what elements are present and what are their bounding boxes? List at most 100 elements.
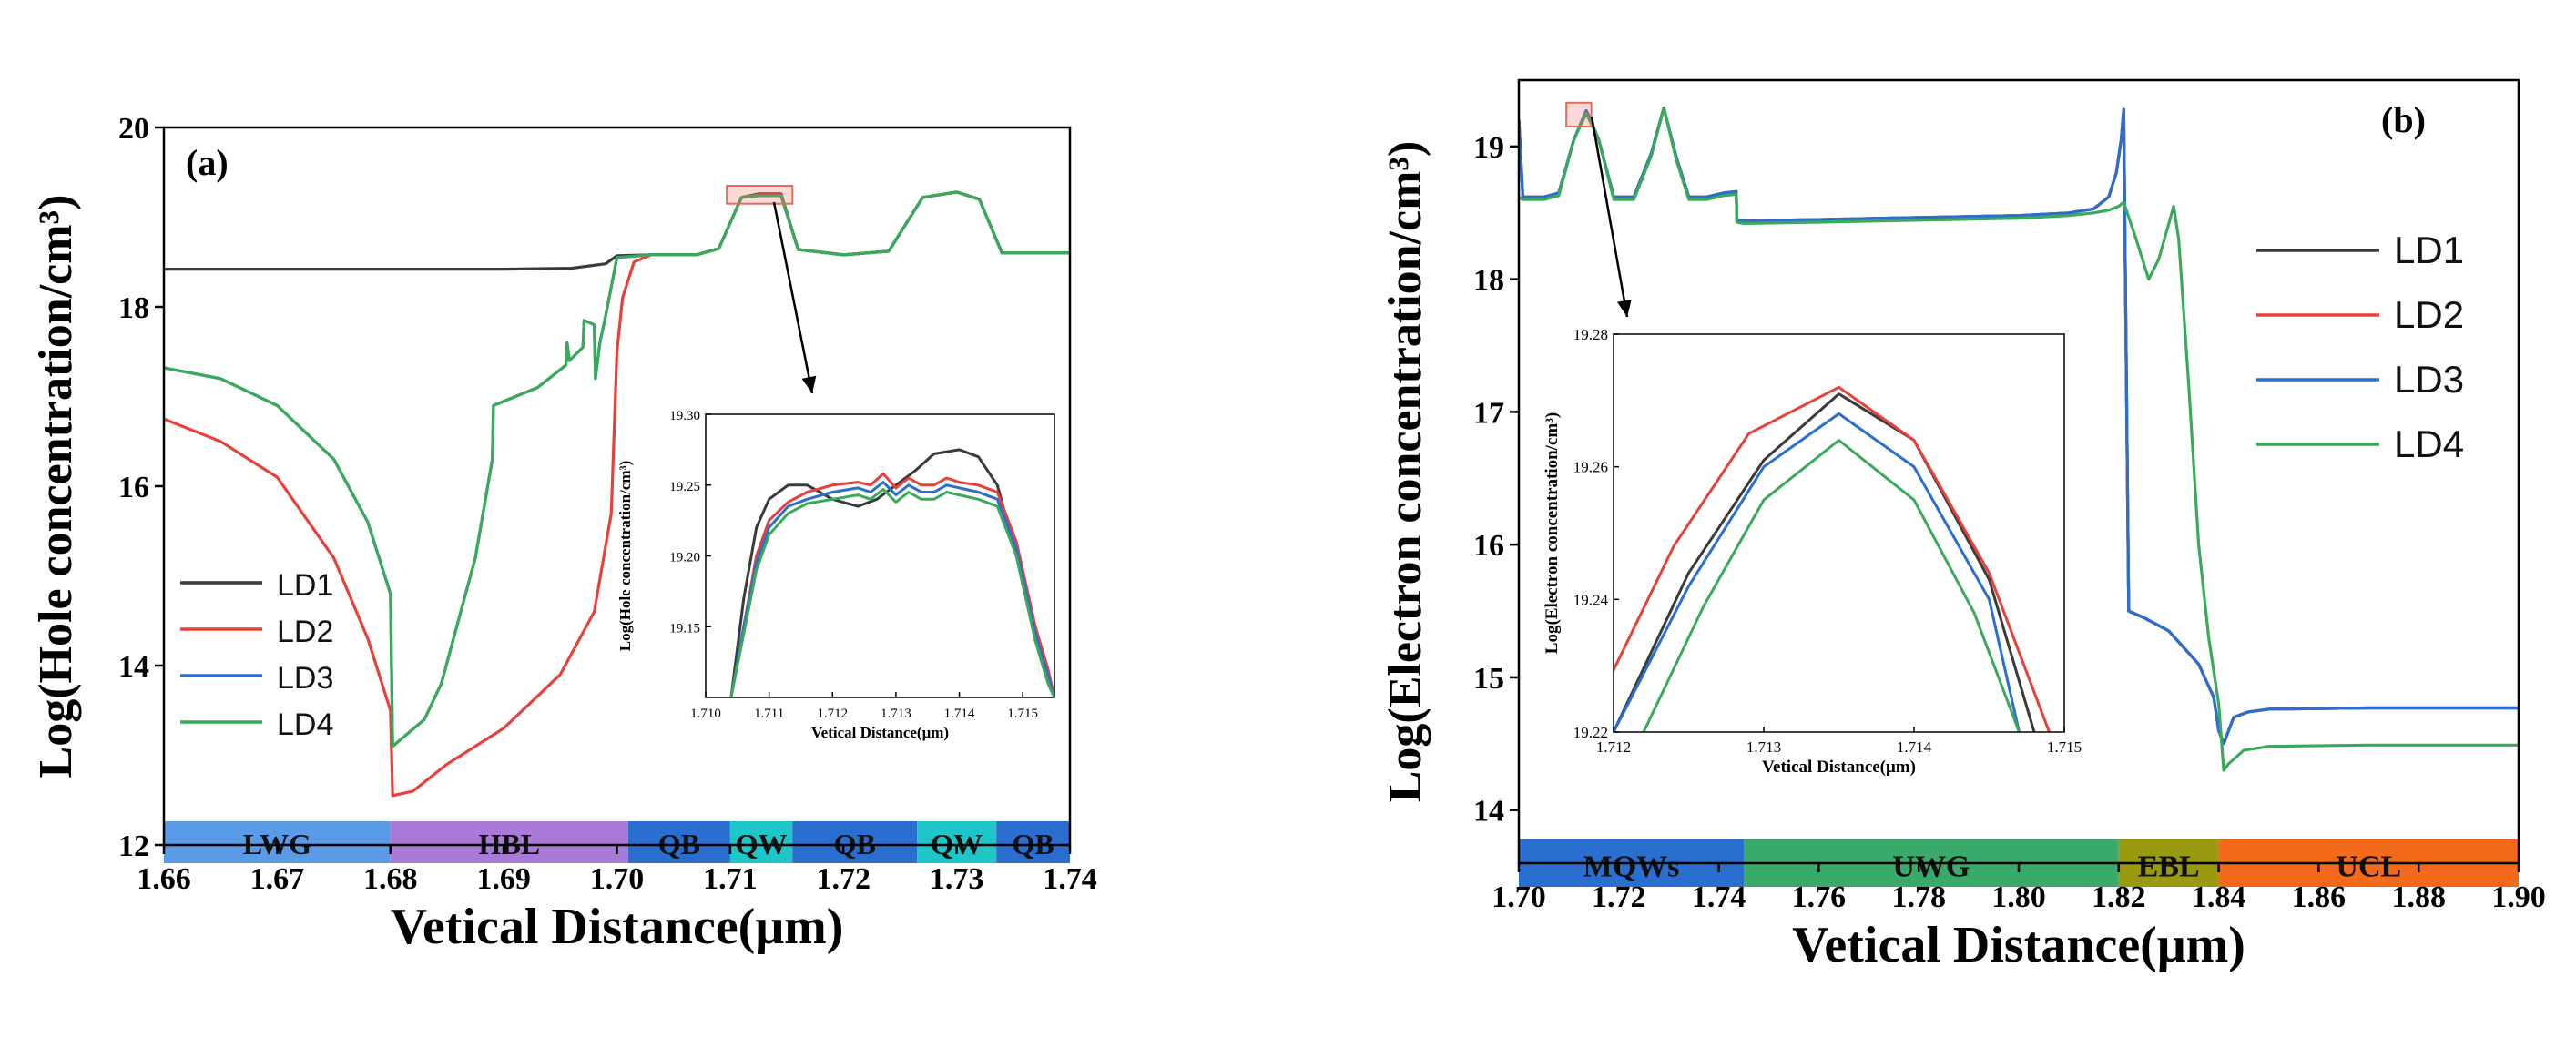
inset-x-tick-label: 1.714: [944, 707, 975, 721]
x-tick-label: 1.71: [703, 862, 758, 896]
inset-series-line-ld3: [729, 481, 1054, 697]
x-tick-label: 1.88: [2391, 880, 2446, 914]
zoom-region-box: [726, 185, 794, 205]
panel-label: (a): [186, 142, 229, 183]
y-tick-label: 18: [1473, 264, 1504, 298]
region-band-qb: [627, 821, 730, 863]
region-label: UCL: [2336, 850, 2401, 884]
inset-y-tick-label: 19.28: [1573, 326, 1608, 343]
region-band-qb: [792, 821, 918, 863]
region-band-hbl: [390, 821, 628, 863]
inset-x-tick-label: 1.714: [1897, 738, 1932, 756]
legend-label-ld2: LD2: [277, 615, 333, 649]
inset-x-tick-label: 1.713: [1746, 738, 1781, 756]
x-tick-label: 1.73: [930, 862, 984, 896]
callout-arrow-head: [1616, 299, 1632, 317]
y-tick-label: 19: [1473, 131, 1504, 165]
callout-arrow-head: [801, 375, 817, 393]
x-tick-label: 1.84: [2192, 880, 2246, 914]
y-tick-label: 14: [118, 650, 149, 684]
x-axis-label: Vetical Distance(μm): [1792, 917, 2245, 973]
x-tick-label: 1.72: [1592, 880, 1646, 914]
x-tick-label: 1.80: [1991, 880, 2046, 914]
inset-series-line-ld4: [729, 487, 1054, 697]
series-line-ld4: [1519, 106, 2519, 772]
x-tick-label: 1.78: [1891, 880, 1946, 914]
inset-y-tick-label: 19.25: [669, 480, 700, 494]
x-tick-label: 1.72: [817, 862, 871, 896]
inset-background: [1614, 334, 2064, 732]
inset-x-tick-label: 1.715: [1007, 707, 1038, 721]
y-tick-label: 16: [118, 471, 149, 504]
inset-a: 1.710 1.711 1.712 1.713 1.714 1.715 19.15 19.20…: [616, 409, 1055, 741]
y-tick-label: 14: [1473, 795, 1504, 829]
region-band-qw: [917, 821, 997, 863]
inset-y-tick-label: 19.30: [669, 409, 700, 423]
x-tick-label: 1.82: [2092, 880, 2146, 914]
legend-label-ld2: LD2: [2394, 293, 2464, 336]
inset-x-axis-label: Vetical Distance(μm): [1762, 758, 1916, 777]
legend-label-ld1: LD1: [2394, 229, 2464, 271]
y-tick-label: 12: [118, 829, 149, 863]
x-tick-label: 1.90: [2491, 880, 2546, 914]
inset-y-tick-label: 19.22: [1573, 724, 1608, 741]
region-label: EBL: [2138, 850, 2200, 884]
inset-y-tick-label: 19.20: [669, 551, 700, 565]
inset-x-axis-label: Vetical Distance(μm): [811, 724, 949, 741]
y-axis-label: Log(Hole concentration/cm³): [30, 195, 82, 778]
inset-y-tick-label: 19.15: [669, 621, 700, 636]
x-tick-label: 1.67: [250, 862, 305, 896]
inset-frame: [1613, 333, 2065, 733]
x-tick-label: 1.70: [1492, 880, 1546, 914]
inset-y-tick-label: 19.24: [1573, 591, 1609, 608]
legend-label-ld4: LD4: [2394, 422, 2464, 465]
inset-b: 1.712 1.713 1.714 1.715 19.22 19.24 19.26 19.28…: [1543, 326, 2082, 777]
panel-label: (b): [2381, 99, 2426, 140]
series-line-ld4: [164, 190, 1070, 748]
x-tick-label: 1.74: [1043, 862, 1097, 896]
legend-label-ld3: LD3: [277, 661, 333, 696]
y-tick-label: 18: [118, 291, 149, 325]
inset-series-line-ld4: [1642, 439, 2021, 732]
region-band-qw: [729, 821, 793, 863]
y-axis-label: Log(Electron concentration/cm³): [1380, 141, 1431, 803]
region-label: UWG: [1892, 850, 1970, 884]
inset-y-axis-label: Log(Hole concentration/cm³): [616, 461, 634, 652]
inset-x-tick-label: 1.710: [690, 707, 721, 721]
inset-series-line-ld2: [729, 472, 1054, 697]
legend-label-ld4: LD4: [277, 707, 333, 742]
callout-arrow-line: [772, 201, 814, 394]
legend-label-ld3: LD3: [2394, 358, 2464, 401]
inset-x-tick-label: 1.711: [754, 707, 784, 721]
y-tick-label: 15: [1473, 662, 1504, 696]
x-tick-label: 1.68: [363, 862, 418, 896]
inset-x-tick-label: 1.712: [817, 707, 848, 721]
y-tick-label: 16: [1473, 529, 1504, 563]
inset-x-tick-label: 1.715: [2047, 738, 2082, 756]
inset-x-tick-label: 1.712: [1596, 738, 1631, 756]
panel-b: MQWs UWG EBL UCL 1.70 1.72 1.74 1.76 1.78 1.80 1.8…: [1380, 78, 2546, 973]
inset-x-tick-label: 1.713: [881, 707, 911, 721]
x-tick-label: 1.74: [1692, 880, 1746, 914]
x-tick-label: 1.86: [2292, 880, 2347, 914]
region-band-qb: [996, 821, 1070, 863]
zoom-region-box: [1565, 101, 1593, 128]
inset-y-tick-label: 19.26: [1573, 459, 1608, 476]
inset-y-axis-label: Log(Electron concentration/cm³): [1543, 412, 1562, 654]
y-tick-label: 20: [118, 112, 149, 146]
inset-series-line-ld3: [1614, 412, 2021, 732]
legend-label-ld1: LD1: [277, 568, 333, 603]
x-tick-label: 1.70: [590, 862, 645, 896]
region-band-lwg: [164, 821, 391, 863]
x-tick-label: 1.66: [137, 862, 191, 896]
y-tick-label: 17: [1473, 396, 1504, 430]
inset-series-line-ld2: [1614, 385, 2051, 732]
inset-background: [706, 414, 1054, 697]
x-tick-label: 1.76: [1792, 880, 1847, 914]
inset-series-line-ld1: [1614, 392, 2036, 732]
callout-arrow-line: [1590, 116, 1629, 318]
x-axis-label: Vetical Distance(μm): [391, 899, 844, 955]
panel-a: LWG HBL QB QW QB QW QB1.66 1.67 1.68 1.69 1.70 1.71…: [30, 112, 1097, 955]
region-label: MQWs: [1583, 850, 1680, 884]
